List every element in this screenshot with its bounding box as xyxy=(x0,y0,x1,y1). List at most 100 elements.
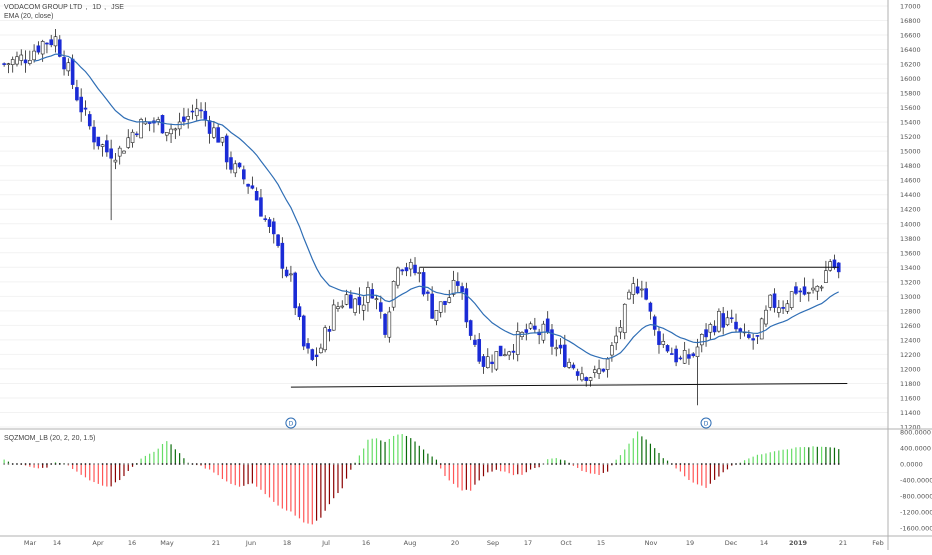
candle-up xyxy=(631,283,636,295)
indicator-axis-tick: -400.0000 xyxy=(900,477,932,485)
squeeze-dot xyxy=(461,463,463,465)
squeeze-dot xyxy=(516,463,519,465)
squeeze-dot xyxy=(67,463,70,465)
candle-down xyxy=(224,135,229,163)
candle-up xyxy=(588,377,593,381)
squeeze-dot xyxy=(234,463,237,465)
candle-down xyxy=(36,45,41,53)
squeeze-dot xyxy=(367,463,369,465)
candle-down xyxy=(704,329,708,338)
squeeze-dot xyxy=(726,463,729,465)
squeeze-dot xyxy=(773,463,776,465)
squeeze-dot xyxy=(658,463,660,465)
symbol-line: VODACOM GROUP LTD, 1D, JSE xyxy=(4,4,124,11)
squeeze-dot xyxy=(123,463,125,465)
squeeze-dot xyxy=(20,463,23,465)
candle-down xyxy=(464,288,469,323)
candle-up xyxy=(117,147,122,157)
candle-down xyxy=(246,183,250,187)
squeeze-dot xyxy=(371,463,374,465)
candle-down xyxy=(665,345,670,352)
candle-down xyxy=(443,300,447,305)
squeeze-dot xyxy=(670,463,673,465)
squeeze-dot xyxy=(191,463,194,465)
candle-up xyxy=(212,127,216,138)
candle-up xyxy=(374,298,379,301)
squeeze-dot xyxy=(84,463,87,465)
event-marker-label: D xyxy=(289,420,294,427)
chart-legend: VODACOM GROUP LTD, 1D, JSE EMA (20, clos… xyxy=(4,3,127,21)
squeeze-dot xyxy=(302,463,305,465)
candle-up xyxy=(19,54,24,61)
squeeze-dot xyxy=(110,463,113,465)
squeeze-dot xyxy=(495,463,498,465)
squeeze-dot xyxy=(71,463,74,465)
squeeze-dot xyxy=(105,463,108,465)
squeeze-dot xyxy=(469,463,472,465)
squeeze-dot xyxy=(80,463,83,465)
squeeze-dot xyxy=(204,463,207,465)
squeeze-dot xyxy=(795,463,797,465)
squeeze-dot xyxy=(50,463,53,465)
squeeze-dot xyxy=(837,463,840,465)
candle-down xyxy=(473,339,477,345)
indicator-label: SQZMOM_LB (20, 2, 20, 1.5) xyxy=(4,435,96,442)
squeeze-dot xyxy=(688,463,690,465)
candle-up xyxy=(725,317,730,326)
squeeze-dot xyxy=(593,463,596,465)
squeeze-dot xyxy=(743,463,746,465)
candle-up xyxy=(485,356,490,368)
squeeze-dot xyxy=(63,463,65,465)
candle-up xyxy=(592,369,597,373)
squeeze-dot xyxy=(140,463,143,465)
candle-up xyxy=(233,163,238,174)
price-axis-tick: 16400 xyxy=(900,46,921,54)
candle-down xyxy=(229,157,233,170)
candle-down xyxy=(687,354,691,359)
squeeze-dot xyxy=(760,463,763,465)
squeeze-dot xyxy=(790,463,793,465)
squeeze-dot xyxy=(465,463,468,465)
squeeze-dot xyxy=(281,463,284,465)
candle-down xyxy=(293,272,297,309)
ema-line xyxy=(33,53,839,360)
candle-up xyxy=(173,128,178,131)
candle-down xyxy=(370,289,375,299)
price-axis-tick: 12400 xyxy=(900,336,921,344)
price-axis-tick: 12000 xyxy=(900,365,921,373)
candle-up xyxy=(567,361,571,368)
squeeze-dot xyxy=(392,463,395,465)
squeeze-dot xyxy=(230,463,232,465)
price-axis-tick: 15800 xyxy=(900,90,921,98)
squeeze-dot xyxy=(452,463,455,465)
candle-up xyxy=(785,303,790,312)
squeeze-dot xyxy=(332,463,335,465)
squeeze-dot xyxy=(735,463,737,465)
candle-down xyxy=(794,286,798,294)
candle-down xyxy=(481,356,486,367)
squeeze-dot xyxy=(623,463,626,465)
candle-up xyxy=(28,60,32,64)
squeeze-dot xyxy=(563,463,566,465)
candle-down xyxy=(571,364,576,369)
squeeze-dot xyxy=(559,463,562,465)
squeeze-dot xyxy=(529,463,532,465)
candle-down xyxy=(635,286,640,294)
squeeze-dot xyxy=(7,463,10,465)
squeeze-dot xyxy=(409,463,412,465)
squeeze-dot xyxy=(46,463,48,465)
squeeze-dot xyxy=(499,463,502,465)
candle-down xyxy=(92,126,96,143)
squeeze-dot xyxy=(354,463,356,465)
squeeze-dot xyxy=(242,463,245,465)
squeeze-dot xyxy=(439,463,442,465)
squeeze-dot xyxy=(255,463,258,465)
candle-up xyxy=(789,291,794,308)
candle-down xyxy=(207,120,212,134)
candle-up xyxy=(597,368,601,374)
squeeze-dot xyxy=(812,463,814,465)
squeeze-dot xyxy=(709,463,712,465)
squeeze-dot xyxy=(486,463,489,465)
